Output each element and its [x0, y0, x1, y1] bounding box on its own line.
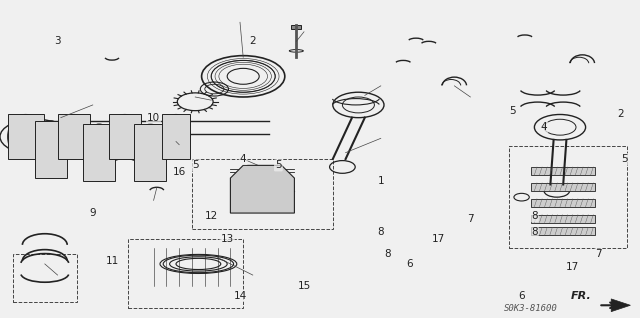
Bar	[109, 114, 141, 159]
Text: 13: 13	[221, 233, 234, 244]
Polygon shape	[611, 299, 630, 312]
Bar	[35, 121, 67, 178]
Text: 7: 7	[467, 214, 474, 225]
Polygon shape	[230, 165, 294, 213]
Text: 8: 8	[378, 227, 384, 237]
Bar	[134, 124, 166, 181]
Bar	[531, 199, 595, 207]
Text: 2: 2	[618, 109, 624, 120]
Text: 2: 2	[250, 36, 256, 46]
Text: 8: 8	[384, 249, 390, 259]
Bar	[170, 138, 182, 142]
Circle shape	[16, 145, 35, 154]
Text: 17: 17	[566, 262, 579, 272]
Text: S0K3-81600: S0K3-81600	[504, 304, 558, 313]
Circle shape	[90, 167, 109, 176]
Bar	[83, 124, 115, 181]
Text: 5: 5	[192, 160, 198, 170]
Bar	[531, 167, 595, 175]
Text: FR.: FR.	[572, 291, 592, 301]
Text: 14: 14	[234, 291, 246, 301]
Text: 8: 8	[531, 227, 538, 237]
Text: 11: 11	[106, 256, 118, 266]
Bar	[192, 159, 333, 229]
Text: 4: 4	[541, 122, 547, 132]
Bar	[162, 114, 190, 159]
Bar	[531, 227, 595, 235]
Text: 17: 17	[432, 233, 445, 244]
Text: 12: 12	[205, 211, 218, 221]
Bar	[58, 114, 90, 159]
Text: 4: 4	[240, 154, 246, 164]
Circle shape	[115, 145, 134, 154]
Text: 5: 5	[621, 154, 627, 164]
Bar	[531, 183, 595, 191]
Circle shape	[64, 145, 83, 154]
Bar	[8, 114, 44, 159]
Text: 8: 8	[531, 211, 538, 221]
Bar	[13, 254, 77, 302]
Text: 1: 1	[378, 176, 384, 186]
Text: 16: 16	[173, 167, 186, 177]
Text: 5: 5	[509, 106, 515, 116]
Circle shape	[141, 167, 160, 176]
Text: 3: 3	[54, 36, 61, 46]
Text: 5: 5	[275, 160, 282, 170]
Text: 10: 10	[147, 113, 160, 123]
Bar	[531, 215, 595, 223]
Circle shape	[166, 145, 186, 154]
Bar	[291, 25, 301, 29]
Bar	[128, 238, 243, 308]
Text: 15: 15	[298, 281, 310, 291]
Bar	[509, 146, 627, 248]
Circle shape	[42, 164, 61, 173]
Text: 7: 7	[595, 249, 602, 259]
Text: 9: 9	[90, 208, 96, 218]
Text: 6: 6	[406, 259, 413, 269]
Text: 6: 6	[518, 291, 525, 301]
